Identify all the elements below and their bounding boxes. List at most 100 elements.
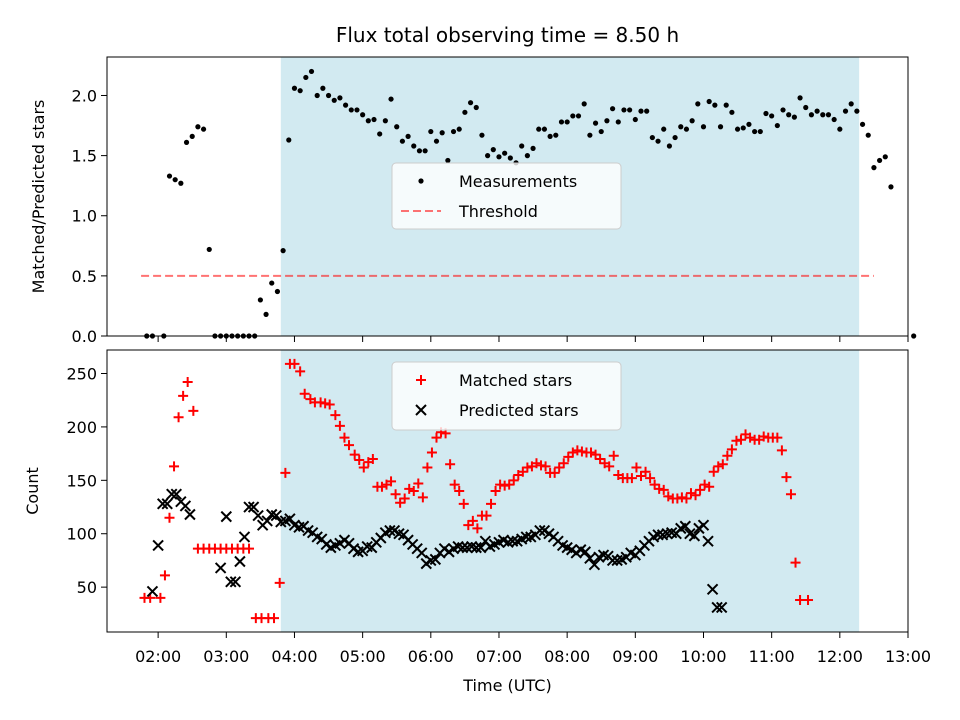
- count-axes-frame: [106, 349, 909, 633]
- predicted-star-point: [606, 554, 619, 567]
- matched-star-point: [164, 512, 175, 523]
- measurement-point: [615, 119, 621, 125]
- predicted-star-point: [520, 531, 532, 543]
- matched-star-point: [490, 486, 501, 496]
- measurement-point: [382, 118, 388, 124]
- measurement-point: [325, 92, 332, 99]
- measurement-point: [757, 128, 763, 135]
- matched-star-point: [658, 484, 669, 495]
- measurement-point: [411, 143, 417, 149]
- measurement-point: [462, 109, 468, 115]
- ratio-legend-box: [391, 162, 622, 230]
- legend-x-glyph: [415, 404, 427, 416]
- matched-star-point: [495, 479, 506, 490]
- y-tick-label: 0.0: [72, 327, 97, 346]
- x-tick-label: 06:00: [408, 647, 454, 666]
- matched-star-point: [344, 440, 355, 451]
- measurement-point: [428, 128, 434, 135]
- predicted-star-point: [179, 500, 192, 512]
- measurement-point: [609, 106, 616, 112]
- matched-star-point: [663, 491, 674, 502]
- measurement-point: [388, 96, 394, 102]
- matched-star-point: [567, 447, 578, 458]
- measurement-point: [791, 114, 797, 120]
- x-tick-label: 03:00: [203, 647, 249, 666]
- matched-star-point: [431, 432, 442, 443]
- matched-star-point: [654, 483, 665, 494]
- x-axis-label: Time (UTC): [462, 676, 551, 695]
- measurement-point: [842, 108, 849, 114]
- matched-star-point: [295, 366, 306, 377]
- x-tick-label: 02:00: [135, 647, 181, 666]
- matched-star-point: [280, 467, 291, 478]
- measurement-point: [308, 68, 315, 75]
- matched-star-point: [449, 479, 460, 490]
- measurement-point: [780, 107, 786, 113]
- measurement-point: [621, 107, 627, 113]
- predicted-star-point: [652, 529, 664, 541]
- matched-star-point: [182, 377, 193, 388]
- matched-star-point: [790, 557, 801, 568]
- measurement-point: [354, 107, 360, 113]
- ratio-legend: Measurements Threshold: [391, 162, 622, 230]
- count-legend: Matched stars Predicted stars: [391, 361, 622, 431]
- measurement-point: [178, 180, 184, 186]
- ratio-axes-frame: [106, 56, 909, 337]
- matched-star-point: [458, 498, 469, 509]
- predicted-star-point: [166, 488, 178, 500]
- measurement-point: [649, 134, 655, 141]
- predicted-star-point: [220, 510, 233, 523]
- matched-star-point: [486, 498, 497, 509]
- matched-star-point: [531, 458, 542, 469]
- measurement-point: [433, 138, 440, 144]
- measurement-point: [479, 132, 485, 138]
- measurement-point: [604, 118, 610, 124]
- predicted-star-point: [679, 520, 692, 532]
- measurement-point: [632, 116, 638, 123]
- measurement-point: [666, 143, 673, 149]
- matched-star-point: [645, 473, 656, 484]
- measurement-point: [786, 112, 792, 118]
- measurement-point: [473, 104, 479, 111]
- predicted-star-point: [470, 541, 482, 554]
- measurement-point: [348, 107, 354, 113]
- matched-star-point: [358, 462, 369, 473]
- matched-star-point: [631, 462, 642, 473]
- matched-star-point: [499, 480, 510, 491]
- measurement-point: [342, 102, 349, 108]
- matched-star-point: [178, 390, 189, 401]
- measurement-point: [729, 109, 735, 115]
- predicted-star-point: [252, 509, 264, 522]
- matched-star-point: [315, 397, 326, 408]
- measurement-point: [394, 124, 400, 130]
- matched-star-point: [676, 492, 687, 503]
- measurement-point: [774, 122, 780, 129]
- matched-star-point: [695, 484, 706, 495]
- matched-star-point: [334, 420, 345, 431]
- matched-star-point: [467, 515, 478, 526]
- ratio-panel: 0.0 0.5 1.0 1.5 2.0 Flux total observing tim…: [29, 23, 917, 346]
- measurement-point: [541, 126, 548, 132]
- count-y-axis-label: Count: [23, 467, 42, 515]
- matched-star-point: [244, 543, 255, 554]
- matched-star-point: [776, 445, 787, 456]
- matched-star-point: [640, 466, 651, 477]
- matched-star-point: [324, 399, 335, 410]
- measurement-point: [422, 148, 428, 154]
- matched-star-point: [155, 592, 166, 603]
- y-tick-label: 1.5: [72, 147, 97, 166]
- measurement-point: [377, 131, 383, 137]
- measurement-point: [575, 113, 582, 119]
- predicted-star-point: [152, 539, 164, 552]
- measurement-point: [450, 128, 457, 135]
- matched-star-point: [522, 462, 533, 473]
- measurement-point: [519, 143, 525, 149]
- x-tick-label: 08:00: [544, 647, 590, 666]
- matched-star-point: [681, 493, 692, 504]
- measurement-point: [558, 119, 565, 125]
- measurement-point: [502, 150, 508, 156]
- measurement-point: [331, 97, 337, 103]
- matched-star-point: [572, 445, 583, 456]
- predicted-star-point: [234, 555, 246, 568]
- matched-star-point: [745, 432, 756, 443]
